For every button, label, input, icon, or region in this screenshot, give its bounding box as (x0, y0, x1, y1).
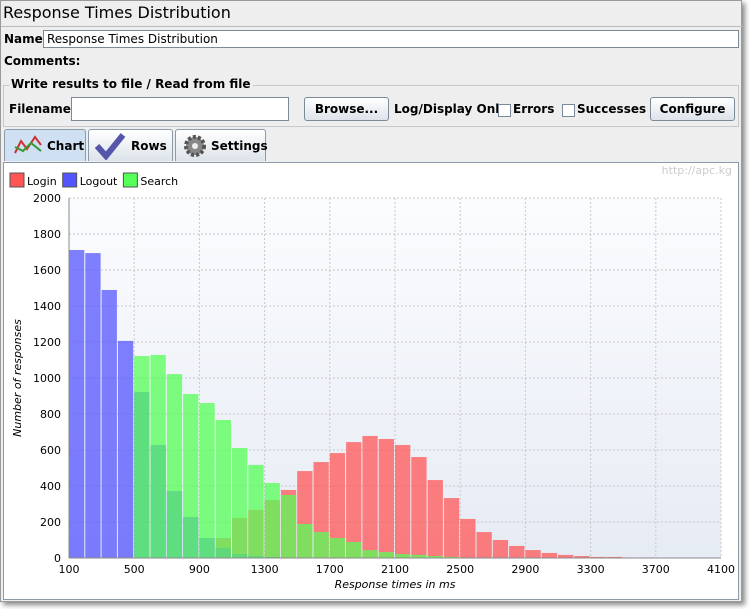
bar (215, 419, 231, 558)
bar (427, 480, 443, 558)
bar (150, 354, 166, 558)
bar (313, 532, 329, 558)
bar (443, 498, 460, 558)
configure-button[interactable]: Configure (650, 97, 735, 121)
bar (378, 552, 394, 558)
y-tick-label: 1600 (33, 264, 61, 277)
bar (606, 556, 623, 558)
bar (232, 448, 248, 558)
legend-label: Search (140, 175, 178, 188)
rows-icon (94, 133, 126, 160)
y-tick-label: 200 (40, 516, 61, 529)
bar (264, 482, 280, 558)
y-tick-label: 1200 (33, 336, 61, 349)
y-tick-label: 2000 (33, 192, 61, 205)
bar (362, 435, 378, 558)
x-tick-label: 2900 (511, 563, 539, 576)
name-label: Name: (4, 32, 48, 46)
legend-label: Logout (80, 175, 118, 188)
legend-swatch (62, 172, 78, 188)
bar (199, 403, 215, 558)
comments-label: Comments: (4, 54, 81, 68)
x-tick-label: 100 (59, 563, 80, 576)
browse-button[interactable]: Browse... (304, 97, 389, 121)
bar (134, 356, 150, 558)
bar (329, 453, 346, 558)
bar (590, 556, 606, 558)
settings-icon (184, 135, 206, 157)
tab-chart[interactable]: Chart (4, 129, 86, 161)
bar (85, 253, 101, 558)
bar (280, 495, 297, 558)
log-display-label: Log/Display Only: (394, 102, 512, 116)
filename-label: Filename (9, 102, 71, 116)
bar (460, 518, 476, 558)
bar (395, 444, 411, 558)
successes-label: Successes (577, 102, 647, 116)
window: Response Times Distribution Name: Respon… (0, 0, 743, 602)
bar (411, 554, 427, 558)
errors-label: Errors (513, 102, 555, 116)
legend-label: Login (27, 175, 57, 188)
bar (427, 556, 443, 558)
filename-input[interactable] (71, 97, 289, 121)
window-title: Response Times Distribution (1, 1, 743, 27)
x-tick-label: 4100 (707, 563, 735, 576)
bar (166, 374, 183, 558)
bar (395, 554, 411, 558)
legend-swatch (122, 172, 138, 188)
y-axis-label: Number of responses (11, 319, 24, 437)
x-tick-label: 1700 (316, 563, 344, 576)
y-tick-label: 1400 (33, 300, 61, 313)
errors-checkbox[interactable] (498, 104, 511, 117)
bar (509, 545, 525, 558)
successes-checkbox[interactable] (562, 104, 575, 117)
bar (297, 523, 313, 558)
bar (101, 289, 117, 558)
bar (329, 538, 346, 558)
bar (346, 442, 362, 558)
y-tick-label: 0 (54, 552, 61, 565)
y-tick-label: 600 (40, 444, 61, 457)
y-tick-label: 1000 (33, 372, 61, 385)
bar (525, 550, 541, 558)
bar (248, 464, 264, 558)
bar (378, 439, 394, 558)
bar (541, 552, 557, 558)
file-group-title: Write results to file / Read from file (9, 77, 253, 91)
y-tick-label: 400 (40, 480, 61, 493)
bar (362, 550, 378, 558)
bar (443, 556, 460, 558)
chart: http://apc.kg 0 200 400 600 800 1000 1200 1400 16… (3, 162, 739, 600)
x-tick-label: 500 (124, 563, 145, 576)
bar (492, 540, 509, 558)
bar (346, 541, 362, 558)
x-tick-label: 1300 (251, 563, 279, 576)
bar (476, 532, 492, 558)
file-group (3, 85, 739, 127)
x-axis-label: Response times in ms (335, 578, 456, 591)
bar (69, 250, 85, 558)
chart-icon (14, 135, 42, 154)
legend-swatch (9, 172, 25, 188)
bar (558, 554, 574, 558)
name-input[interactable]: Response Times Distribution (43, 30, 739, 48)
y-tick-label: 800 (40, 408, 61, 421)
x-tick-label: 2100 (381, 563, 409, 576)
watermark: http://apc.kg (662, 164, 732, 177)
bar (411, 457, 427, 558)
bar (183, 394, 199, 558)
x-tick-label: 2500 (446, 563, 474, 576)
bar (574, 556, 590, 558)
x-tick-label: 900 (189, 563, 210, 576)
x-tick-label: 3700 (642, 563, 670, 576)
x-tick-label: 3300 (577, 563, 605, 576)
y-tick-label: 1800 (33, 228, 61, 241)
bar (117, 340, 134, 558)
